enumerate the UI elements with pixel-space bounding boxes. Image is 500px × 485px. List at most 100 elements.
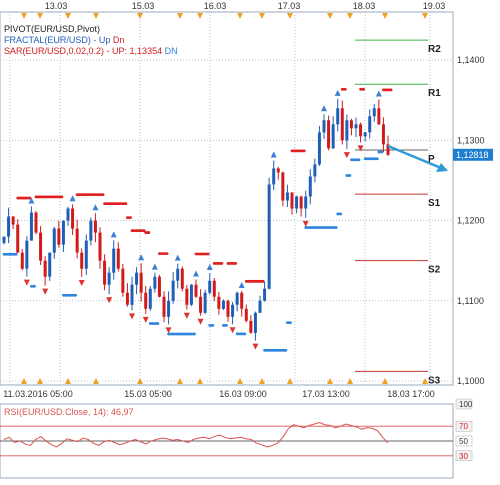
fractal-up-marker xyxy=(334,89,341,96)
candle-body xyxy=(235,292,239,305)
sar-dot xyxy=(380,150,384,154)
fractal-up-marker xyxy=(151,263,158,270)
candle-body xyxy=(167,300,171,317)
sar-dots xyxy=(2,87,393,352)
bottom-time-label: 16.03 09:00 xyxy=(219,389,267,399)
candle-body xyxy=(244,308,248,321)
candle-body xyxy=(153,276,157,289)
candle-body xyxy=(103,260,107,285)
event-marker xyxy=(237,13,243,19)
candle-body xyxy=(368,116,372,133)
candle-body xyxy=(34,212,38,233)
candle-body xyxy=(84,240,88,269)
bottom-time-label: 11.03.2016 05:00 xyxy=(3,389,72,399)
fractal-up-marker xyxy=(206,264,213,271)
top-date-label: 18.03 xyxy=(353,1,376,11)
sar-dot xyxy=(211,323,215,327)
fractal-dn-marker xyxy=(357,145,364,152)
candle-body xyxy=(212,280,216,297)
candle-body xyxy=(372,108,376,117)
rsi-level-label: 100 xyxy=(459,400,473,409)
candle-body xyxy=(162,296,166,317)
sar-dot xyxy=(142,229,146,233)
fractal-up-marker xyxy=(321,105,327,112)
sar-dot xyxy=(348,174,352,177)
sar-dot xyxy=(343,87,347,91)
event-marker xyxy=(259,13,265,19)
y-tick-label: 1,1200 xyxy=(457,216,485,226)
candle-body xyxy=(295,196,299,209)
pivot-levels: R2 R1 P S1 S2 S3 xyxy=(355,39,441,386)
sar-dot xyxy=(357,158,361,162)
candle-body xyxy=(290,192,294,209)
candle-body xyxy=(2,236,6,244)
event-marker xyxy=(65,378,71,384)
candle-body xyxy=(75,228,79,253)
sar-dot xyxy=(147,231,151,234)
candle-body xyxy=(20,252,24,269)
candle-body xyxy=(57,228,61,245)
event-marker xyxy=(197,13,203,19)
rsi-line xyxy=(3,421,389,448)
sar-dot xyxy=(339,212,343,216)
candle-body xyxy=(258,300,262,313)
event-marker xyxy=(237,378,243,384)
candle-body xyxy=(171,280,175,301)
axes: 1,1000 1,1100 1,1200 1,1300 1,1400 13.03 15.03… xyxy=(3,1,493,399)
fractal-dn-marker xyxy=(23,279,30,286)
candle-body xyxy=(7,216,11,237)
rsi-level-box xyxy=(455,420,473,432)
candle-body xyxy=(267,184,271,289)
fractal-dn-marker xyxy=(129,313,135,320)
candle-body xyxy=(148,288,152,309)
sar-dot xyxy=(284,348,288,352)
event-marker xyxy=(327,13,333,19)
candle-body xyxy=(221,300,225,309)
event-marker xyxy=(177,13,183,19)
bottom-time-label: 17.03 13:00 xyxy=(302,389,350,399)
top-date-label: 16.03 xyxy=(204,1,227,11)
candle-body xyxy=(130,284,134,305)
grid xyxy=(0,11,454,386)
rsi-level-box xyxy=(455,435,473,447)
sar-dot xyxy=(165,252,169,255)
candle-body xyxy=(226,300,230,317)
candle-body xyxy=(48,252,52,277)
y-tick-label: 1,1000 xyxy=(457,376,485,386)
sar-dot xyxy=(261,279,265,283)
rsi-level-box xyxy=(455,398,473,410)
candle-body xyxy=(336,108,340,125)
candle-body xyxy=(139,272,143,293)
sar-dot xyxy=(60,195,64,199)
candle-body xyxy=(52,228,56,253)
candle-body xyxy=(89,220,93,241)
candle-body xyxy=(98,232,102,261)
event-marker xyxy=(382,13,388,19)
fractal-dn-marker xyxy=(78,280,85,287)
event-marker xyxy=(65,13,71,19)
rsi-level-label: 70 xyxy=(459,422,468,431)
sar-dot xyxy=(124,202,128,206)
plot-frame xyxy=(0,11,454,386)
candle-body xyxy=(281,172,285,201)
fractal-up-marker xyxy=(92,204,99,211)
sar-dot xyxy=(206,252,210,256)
sar-dot xyxy=(302,149,306,153)
fractal-dn-marker xyxy=(142,316,149,323)
rsi-level-label: 30 xyxy=(459,452,468,461)
candle-body xyxy=(11,216,15,225)
candle-body xyxy=(304,196,308,209)
candle-body xyxy=(386,144,390,155)
candle-body xyxy=(16,224,20,253)
top-date-label: 19.03 xyxy=(423,1,446,11)
candle-body xyxy=(331,124,335,149)
candle-body xyxy=(345,120,349,141)
candle-body xyxy=(313,164,317,177)
candle-body xyxy=(272,168,276,185)
candle-body xyxy=(203,292,207,313)
event-marker xyxy=(197,378,203,384)
event-marker xyxy=(37,378,43,384)
rsi-panel: 100 70 50 30 xyxy=(0,398,473,479)
event-marker xyxy=(287,378,293,384)
pivot-label: S2 xyxy=(428,265,441,276)
